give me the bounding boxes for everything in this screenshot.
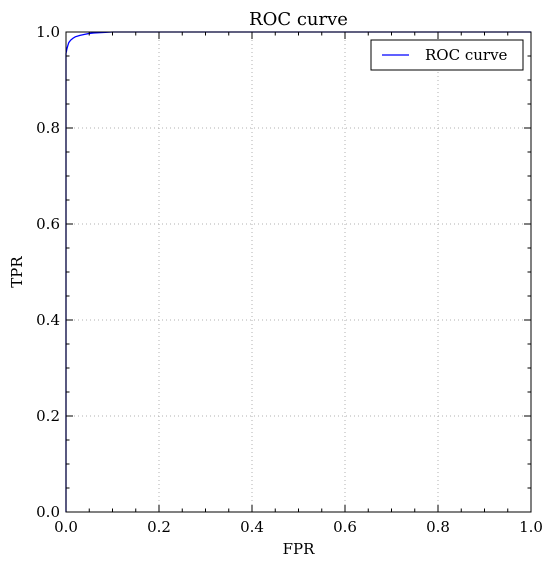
x-tick-label: 0.0 xyxy=(54,518,78,536)
plot-background xyxy=(66,32,531,512)
y-tick-labels: 0.0 0.2 0.4 0.6 0.8 1.0 xyxy=(36,23,60,521)
legend: ROC curve xyxy=(370,39,524,71)
y-tick-label: 0.0 xyxy=(36,503,60,521)
y-axis-label: TPR xyxy=(8,256,26,288)
roc-curve-line xyxy=(65,31,531,512)
x-tick-label: 1.0 xyxy=(519,518,543,536)
y-tick-label: 0.6 xyxy=(36,215,60,233)
y-tick-label: 0.8 xyxy=(36,119,60,137)
axis-ticks xyxy=(65,31,532,513)
y-tick-label: 0.2 xyxy=(36,407,60,425)
x-tick-label: 0.8 xyxy=(426,518,450,536)
y-tick-label: 0.4 xyxy=(36,311,60,329)
chart-title: ROC curve xyxy=(249,9,348,30)
x-axis-label: FPR xyxy=(283,540,316,558)
y-tick-label: 1.0 xyxy=(36,23,60,41)
x-tick-label: 0.2 xyxy=(147,518,171,536)
series-layer xyxy=(65,31,531,512)
x-tick-label: 0.6 xyxy=(333,518,357,536)
x-tick-labels: 0.0 0.2 0.4 0.6 0.8 1.0 xyxy=(54,518,543,536)
grid-lines xyxy=(66,32,531,512)
legend-label: ROC curve xyxy=(425,46,508,64)
x-tick-label: 0.4 xyxy=(240,518,264,536)
